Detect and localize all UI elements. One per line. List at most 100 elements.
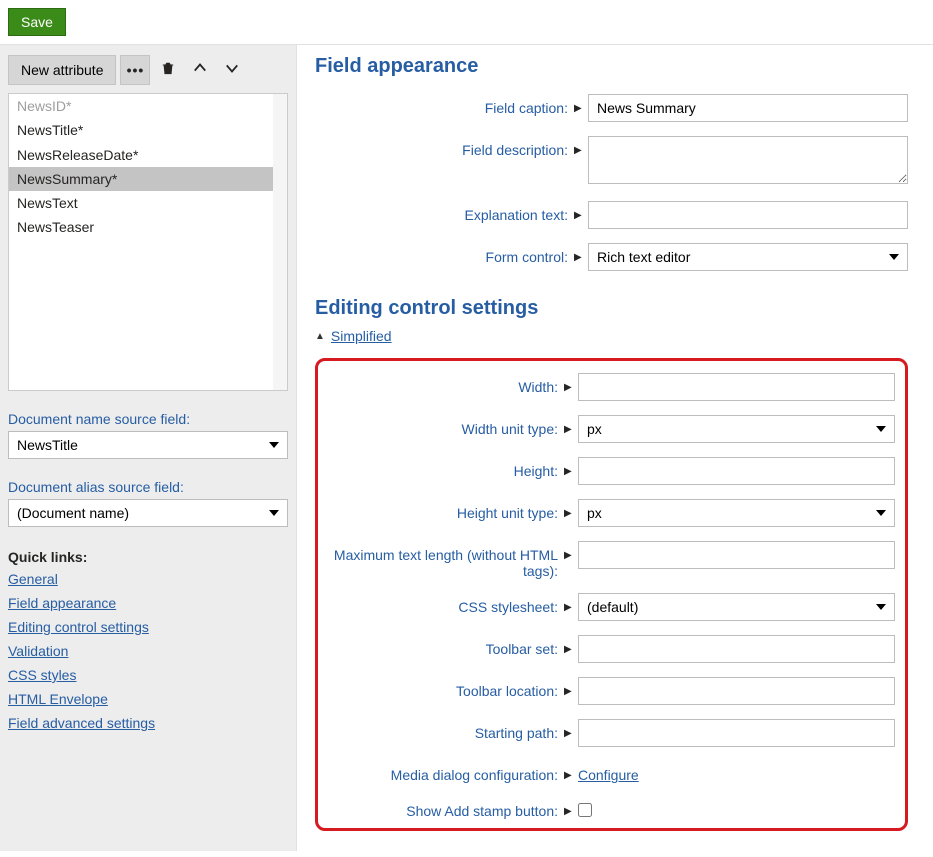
toolbar-location-label: Toolbar location: <box>328 677 564 699</box>
toolbar-set-row: Toolbar set: ▶ <box>328 635 895 663</box>
explanation-text-input[interactable] <box>588 201 908 229</box>
form-control-label: Form control: <box>315 243 574 265</box>
quick-link[interactable]: Field appearance <box>8 593 288 614</box>
expand-arrow-icon[interactable]: ▶ <box>574 243 588 263</box>
css-stylesheet-select[interactable]: (default) <box>578 593 895 621</box>
max-text-row: Maximum text length (without HTML tags):… <box>328 541 895 579</box>
field-description-textarea[interactable] <box>588 136 908 184</box>
max-text-label: Maximum text length (without HTML tags): <box>328 541 564 579</box>
css-stylesheet-label: CSS stylesheet: <box>328 593 564 615</box>
doc-alias-source-label: Document alias source field: <box>8 479 288 495</box>
toolbar-set-label: Toolbar set: <box>328 635 564 657</box>
editing-settings-box: Width: ▶ Width unit type: ▶ px Height: ▶… <box>315 358 908 831</box>
expand-arrow-icon[interactable]: ▶ <box>574 201 588 221</box>
width-label: Width: <box>328 373 564 395</box>
field-list-item[interactable]: NewsSummary* <box>9 167 273 191</box>
toolbar-location-input[interactable] <box>578 677 895 705</box>
field-list: NewsID*NewsTitle*NewsReleaseDate*NewsSum… <box>8 93 288 391</box>
field-list-item[interactable]: NewsTitle* <box>9 118 273 142</box>
more-actions-button[interactable]: ••• <box>120 55 150 85</box>
field-description-row: Field description: ▶ <box>315 136 908 187</box>
field-list-item[interactable]: NewsID* <box>9 94 273 118</box>
css-stylesheet-row: CSS stylesheet: ▶ (default) <box>328 593 895 621</box>
quick-link[interactable]: Field advanced settings <box>8 713 288 734</box>
form-control-select[interactable]: Rich text editor <box>588 243 908 271</box>
show-stamp-row: Show Add stamp button: ▶ <box>328 797 895 820</box>
top-toolbar: Save <box>0 0 933 45</box>
simplified-toggle[interactable]: ▲ Simplified <box>315 328 908 344</box>
toolbar-location-row: Toolbar location: ▶ <box>328 677 895 705</box>
editing-control-heading: Editing control settings <box>315 297 908 320</box>
form-control-row: Form control: ▶ Rich text editor <box>315 243 908 271</box>
explanation-text-row: Explanation text: ▶ <box>315 201 908 229</box>
doc-alias-source-select[interactable]: (Document name) <box>8 499 288 527</box>
quick-link[interactable]: CSS styles <box>8 665 288 686</box>
move-down-button[interactable] <box>218 55 246 85</box>
main-layout: New attribute ••• NewsID*NewsTit <box>0 45 933 851</box>
starting-path-input[interactable] <box>578 719 895 747</box>
doc-name-source-select[interactable]: NewsTitle <box>8 431 288 459</box>
field-caption-input[interactable] <box>588 94 908 122</box>
height-unit-row: Height unit type: ▶ px <box>328 499 895 527</box>
field-caption-row: Field caption: ▶ <box>315 94 908 122</box>
field-appearance-heading: Field appearance <box>315 55 908 78</box>
chevron-up-icon <box>193 61 207 80</box>
max-text-input[interactable] <box>578 541 895 569</box>
starting-path-row: Starting path: ▶ <box>328 719 895 747</box>
explanation-text-label: Explanation text: <box>315 201 574 223</box>
expand-arrow-icon[interactable]: ▶ <box>564 719 578 739</box>
expand-arrow-icon[interactable]: ▶ <box>564 677 578 697</box>
height-row: Height: ▶ <box>328 457 895 485</box>
delete-button[interactable] <box>154 55 182 85</box>
chevron-down-icon <box>225 61 239 80</box>
expand-arrow-icon[interactable]: ▶ <box>564 541 578 561</box>
field-description-label: Field description: <box>315 136 574 158</box>
quick-link[interactable]: Validation <box>8 641 288 662</box>
expand-arrow-icon[interactable]: ▶ <box>574 94 588 114</box>
save-button[interactable]: Save <box>8 8 66 36</box>
field-list-item[interactable]: NewsTeaser <box>9 215 273 239</box>
field-list-item[interactable]: NewsText <box>9 191 273 215</box>
height-unit-label: Height unit type: <box>328 499 564 521</box>
quick-links-title: Quick links: <box>8 549 288 565</box>
attribute-toolbar: New attribute ••• <box>8 55 288 85</box>
width-input[interactable] <box>578 373 895 401</box>
doc-name-source-label: Document name source field: <box>8 411 288 427</box>
width-unit-row: Width unit type: ▶ px <box>328 415 895 443</box>
move-up-button[interactable] <box>186 55 214 85</box>
media-dialog-row: Media dialog configuration: ▶ Configure <box>328 761 895 783</box>
expand-arrow-icon[interactable]: ▶ <box>564 593 578 613</box>
configure-link[interactable]: Configure <box>578 761 639 783</box>
collapse-up-icon: ▲ <box>315 331 325 342</box>
sidebar: New attribute ••• NewsID*NewsTit <box>0 45 297 851</box>
field-caption-label: Field caption: <box>315 94 574 116</box>
show-stamp-checkbox[interactable] <box>578 803 592 817</box>
starting-path-label: Starting path: <box>328 719 564 741</box>
main-panel: Field appearance Field caption: ▶ Field … <box>297 45 933 851</box>
expand-arrow-icon[interactable]: ▶ <box>564 797 578 817</box>
height-label: Height: <box>328 457 564 479</box>
height-input[interactable] <box>578 457 895 485</box>
height-unit-select[interactable]: px <box>578 499 895 527</box>
expand-arrow-icon[interactable]: ▶ <box>574 136 588 156</box>
quick-link[interactable]: Editing control settings <box>8 617 288 638</box>
show-stamp-label: Show Add stamp button: <box>328 797 564 819</box>
width-unit-select[interactable]: px <box>578 415 895 443</box>
media-dialog-label: Media dialog configuration: <box>328 761 564 783</box>
expand-arrow-icon[interactable]: ▶ <box>564 499 578 519</box>
expand-arrow-icon[interactable]: ▶ <box>564 761 578 781</box>
trash-icon <box>161 61 175 80</box>
ellipsis-icon: ••• <box>127 62 145 78</box>
expand-arrow-icon[interactable]: ▶ <box>564 373 578 393</box>
simplified-link[interactable]: Simplified <box>331 328 392 344</box>
field-list-item[interactable]: NewsReleaseDate* <box>9 143 273 167</box>
quick-link[interactable]: General <box>8 569 288 590</box>
expand-arrow-icon[interactable]: ▶ <box>564 635 578 655</box>
width-unit-label: Width unit type: <box>328 415 564 437</box>
width-row: Width: ▶ <box>328 373 895 401</box>
new-attribute-button[interactable]: New attribute <box>8 55 116 85</box>
quick-link[interactable]: HTML Envelope <box>8 689 288 710</box>
expand-arrow-icon[interactable]: ▶ <box>564 415 578 435</box>
toolbar-set-input[interactable] <box>578 635 895 663</box>
expand-arrow-icon[interactable]: ▶ <box>564 457 578 477</box>
